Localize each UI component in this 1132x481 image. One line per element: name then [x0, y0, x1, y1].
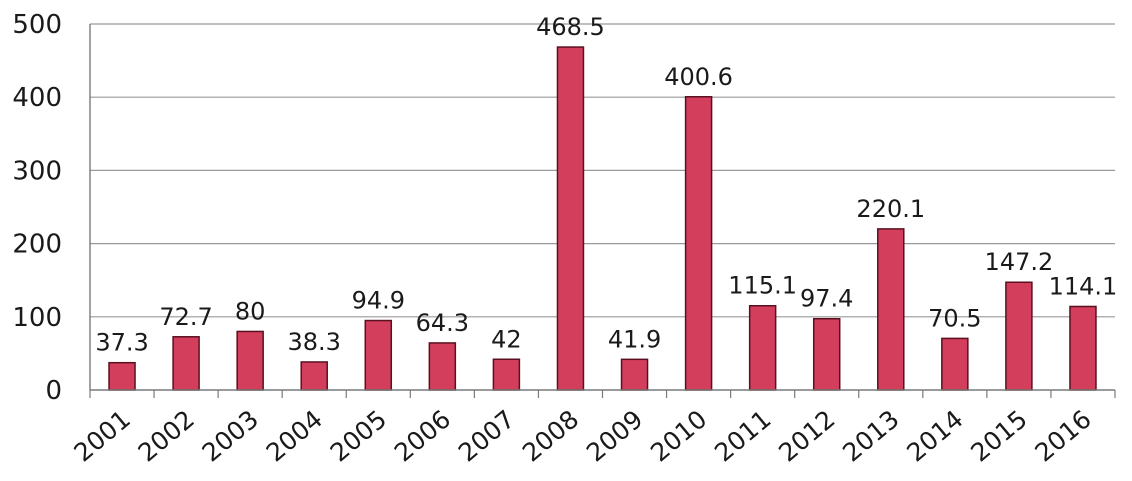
bar-2004 [300, 361, 328, 391]
bar-2014 [941, 337, 969, 391]
data-label-2009: 41.9 [608, 325, 661, 353]
data-label-2001: 37.3 [95, 329, 148, 357]
x-tick-label-2010: 2010 [645, 404, 712, 467]
data-label-2003: 80 [235, 297, 266, 325]
bar-2013 [877, 228, 905, 391]
x-tick-label-2007: 2007 [453, 404, 520, 467]
data-label-2002: 72.7 [159, 303, 212, 331]
x-tick-label-2004: 2004 [261, 404, 328, 467]
x-tick-label-2009: 2009 [581, 404, 648, 467]
x-tick-label-2014: 2014 [901, 404, 968, 467]
bar-2008 [556, 46, 585, 391]
y-tick-label: 400 [12, 83, 62, 113]
data-label-2005: 94.9 [352, 287, 405, 315]
data-label-2012: 97.4 [800, 285, 853, 313]
data-label-2016: 114.1 [1049, 272, 1118, 300]
y-tick-label: 100 [12, 303, 62, 333]
x-tick-label-2005: 2005 [325, 404, 392, 467]
bar-2010 [684, 96, 713, 391]
bar-2007 [492, 358, 521, 391]
bar-2003 [236, 330, 264, 391]
bar-2011 [748, 304, 777, 391]
bar-2005 [364, 319, 393, 391]
x-tick-label-2003: 2003 [197, 404, 264, 467]
x-tick-label-2013: 2013 [837, 404, 904, 467]
bar-2001 [108, 361, 136, 391]
x-tick-label-2006: 2006 [389, 404, 456, 467]
bars [108, 46, 1097, 391]
bar-2009 [620, 358, 649, 391]
x-tick-label-2011: 2011 [709, 404, 776, 467]
data-label-2011: 115.1 [728, 272, 797, 300]
data-label-2010: 400.6 [664, 63, 733, 91]
data-label-2014: 70.5 [928, 304, 981, 332]
x-axis-labels: 2001200220032004200520062007200820092010… [69, 404, 1097, 467]
bar-2002 [172, 336, 200, 391]
x-tick-label-2008: 2008 [517, 404, 584, 467]
y-axis-ticks: 0 100 200 300 400 500 [12, 10, 62, 406]
x-tick-label-2002: 2002 [133, 404, 200, 467]
x-tick-label-2012: 2012 [773, 404, 840, 467]
y-tick-label: 200 [12, 230, 62, 260]
y-tick-label: 0 [45, 376, 62, 406]
y-tick-label: 300 [12, 156, 62, 186]
data-labels: 37.3 72.7 80 38.3 94.9 64.3 42 468.5 41.9 400.6 11… [95, 13, 1117, 357]
data-label-2007: 42 [491, 325, 522, 353]
y-tick-label: 500 [12, 10, 62, 40]
bar-2015 [1005, 281, 1033, 391]
data-label-2004: 38.3 [288, 328, 341, 356]
bar-2012 [812, 317, 841, 391]
x-tick-label-2015: 2015 [965, 404, 1032, 467]
data-label-2006: 64.3 [416, 309, 469, 337]
data-label-2008: 468.5 [536, 13, 605, 41]
x-tick-label-2016: 2016 [1029, 404, 1096, 467]
axes [89, 24, 1116, 398]
bar-2006 [428, 342, 457, 391]
bar-2016 [1069, 305, 1097, 391]
data-label-2013: 220.1 [856, 195, 925, 223]
x-tick-label-2001: 2001 [69, 404, 136, 467]
gridlines [90, 23, 1115, 318]
data-label-2015: 147.2 [985, 248, 1054, 276]
